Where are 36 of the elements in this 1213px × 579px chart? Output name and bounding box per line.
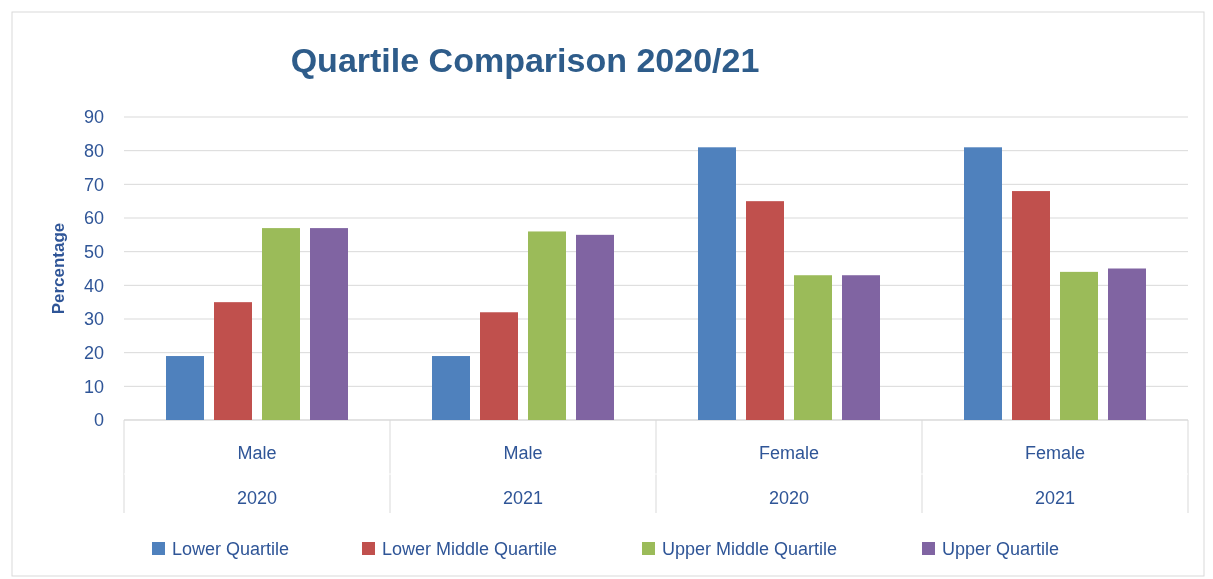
- y-axis-title: Percentage: [49, 222, 68, 315]
- bar: [576, 234, 614, 420]
- bar: [698, 147, 736, 420]
- bar: [310, 228, 348, 420]
- bar: [480, 312, 518, 420]
- category-label: Female 2020: [758, 443, 820, 508]
- y-tick-label: 50: [83, 241, 104, 262]
- category-label: Male 2020: [236, 443, 278, 508]
- category-label: Female 2021: [1024, 443, 1086, 508]
- bar: [432, 356, 470, 420]
- legend-label: Upper Middle Quartile: [662, 539, 838, 560]
- y-tick-label: 90: [83, 107, 104, 128]
- category-label: Male 2021: [502, 443, 544, 508]
- y-tick-label: 20: [83, 342, 104, 363]
- y-tick-label: 30: [83, 309, 104, 330]
- y-tick-label: 60: [83, 208, 104, 229]
- bar: [1012, 191, 1050, 420]
- y-tick-label: 10: [83, 376, 104, 397]
- bar: [746, 201, 784, 420]
- bar: [214, 302, 252, 420]
- bar: [794, 275, 832, 420]
- legend-label: Lower Quartile: [172, 539, 290, 560]
- bar: [842, 275, 880, 420]
- bar: [1108, 268, 1146, 420]
- bar: [964, 147, 1002, 420]
- bar: [166, 356, 204, 420]
- bar: [528, 231, 566, 420]
- y-tick-label: 80: [83, 140, 104, 161]
- legend-label: Lower Middle Quartile: [382, 539, 558, 560]
- y-tick-label: 70: [83, 174, 104, 195]
- y-tick-label: 0: [93, 410, 104, 431]
- chart-title: Quartile Comparison 2020/21: [290, 41, 760, 79]
- bar: [1060, 271, 1098, 420]
- legend-label: Upper Quartile: [942, 539, 1060, 560]
- bar: [262, 228, 300, 420]
- y-tick-label: 40: [83, 275, 104, 296]
